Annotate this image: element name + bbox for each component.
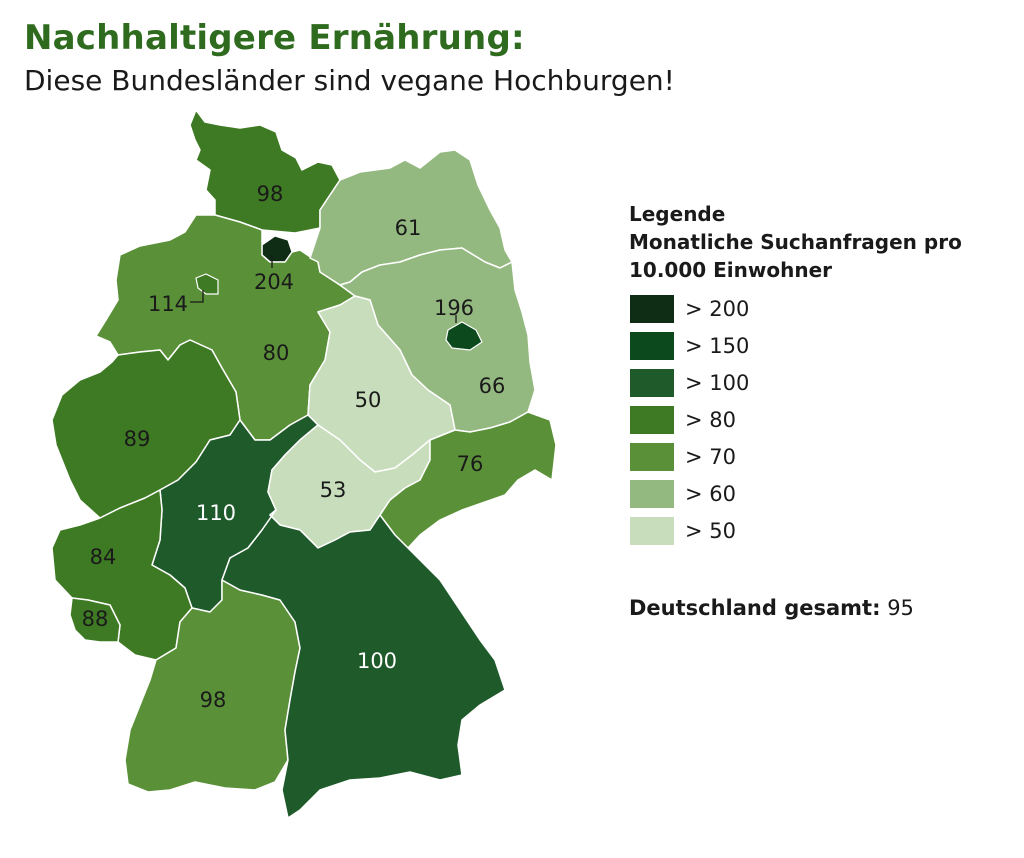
value-label-hessen: 110 (196, 501, 236, 525)
legend-swatch (629, 293, 675, 324)
value-label-saarland: 88 (82, 607, 109, 631)
value-label-bremen: 114 (148, 292, 188, 316)
legend-swatch (629, 478, 675, 509)
legend-item: > 50 (629, 512, 1009, 549)
legend-swatch (629, 367, 675, 398)
value-label-sachsen-anhalt: 50 (355, 388, 382, 412)
legend-swatch (629, 441, 675, 472)
legend: Legende Monatliche Suchanfragen pro 10.0… (629, 200, 1009, 549)
legend-swatch (629, 330, 675, 361)
chart-subtitle: Diese Bundesländer sind vegane Hochburge… (24, 64, 675, 97)
legend-item: > 200 (629, 290, 1009, 327)
legend-label: > 200 (685, 296, 750, 321)
value-label-mecklenburg-vorpommern: 61 (395, 216, 422, 240)
value-label-berlin: 196 (434, 296, 474, 320)
legend-item: > 60 (629, 475, 1009, 512)
state-bremen[interactable] (195, 273, 219, 295)
value-label-niedersachsen: 80 (263, 341, 290, 365)
state-bayern[interactable] (221, 509, 506, 819)
state-saarland[interactable] (69, 597, 121, 643)
legend-label: > 50 (685, 518, 736, 543)
legend-label: > 80 (685, 407, 736, 432)
state-sachsen[interactable] (379, 411, 557, 549)
legend-label: > 70 (685, 444, 736, 469)
value-label-bayern: 100 (357, 649, 397, 673)
national-total: Deutschland gesamt: 95 (629, 596, 914, 620)
value-label-brandenburg: 66 (479, 374, 506, 398)
legend-swatch (629, 404, 675, 435)
legend-swatch (629, 515, 675, 546)
legend-item: > 150 (629, 327, 1009, 364)
legend-item: > 100 (629, 364, 1009, 401)
legend-item: > 70 (629, 438, 1009, 475)
legend-subtitle: Monatliche Suchanfragen pro 10.000 Einwo… (629, 230, 962, 282)
value-label-thueringen: 53 (320, 478, 347, 502)
value-label-sachsen: 76 (457, 452, 484, 476)
legend-title: Legende (629, 202, 726, 226)
value-label-schleswig-holstein: 98 (257, 182, 284, 206)
value-label-rheinland-pfalz: 84 (90, 545, 117, 569)
legend-item: > 80 (629, 401, 1009, 438)
national-total-value: 95 (887, 596, 914, 620)
national-total-label: Deutschland gesamt: (629, 596, 881, 620)
legend-label: > 100 (685, 370, 750, 395)
chart-title: Nachhaltigere Ernährung: (24, 18, 525, 58)
germany-map: 98 204 114 80 61 196 66 50 89 110 53 76 … (51, 109, 557, 819)
legend-label: > 150 (685, 333, 750, 358)
legend-items: > 200 > 150 > 100 > 80 > 70 > 60 > 50 (629, 290, 1009, 549)
value-label-nordrhein-westfalen: 89 (124, 427, 151, 451)
value-label-baden-wuerttemberg: 98 (200, 688, 227, 712)
legend-label: > 60 (685, 481, 736, 506)
value-label-hamburg: 204 (254, 270, 294, 294)
state-berlin[interactable] (445, 321, 483, 351)
